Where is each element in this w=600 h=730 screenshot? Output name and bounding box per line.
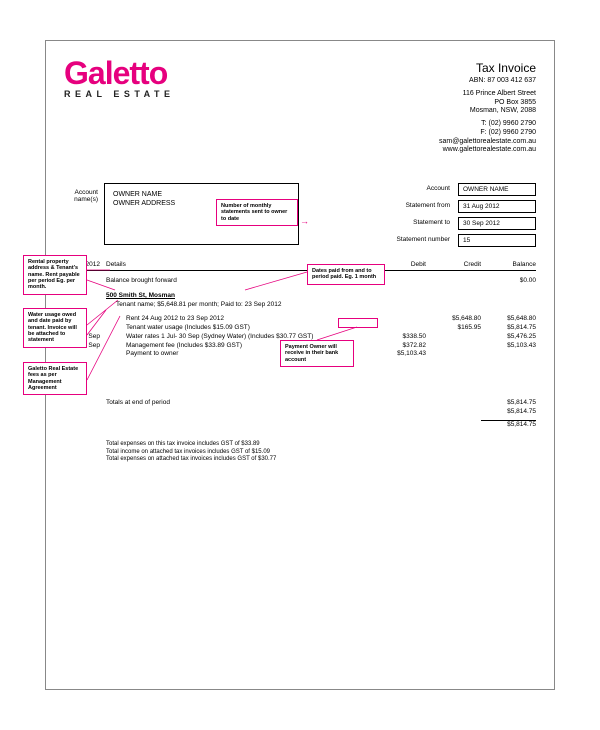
callout-water: Water usage owed and date paid by tenant… (23, 308, 87, 348)
header-row: Galetto REAL ESTATE Tax Invoice ABN: 87 … (64, 61, 536, 155)
table-row: 500 Smith St, Mosman (64, 292, 536, 301)
tenant-line: Tenant name; $5,648.81 per month; Paid t… (106, 301, 371, 310)
doc-title: Tax Invoice (439, 61, 536, 76)
addr-line: 116 Prince Albert Street (439, 90, 536, 99)
addr-line: Mosman, NSW, 2088 (439, 107, 536, 116)
gst-line: Total expenses on attached tax invoices … (106, 456, 536, 464)
addr-line: PO Box 3855 (439, 99, 536, 108)
property-address: 500 Smith St, Mosman (106, 292, 371, 301)
account-label: Account name(s) (64, 183, 98, 203)
phone: T: (02) 9960 2790 (439, 120, 536, 129)
table-row: Tenant name; $5,648.81 per month; Paid t… (64, 301, 536, 310)
table-header: 2012 Details Debit Credit Balance (64, 261, 536, 271)
meta-label: Statement from (378, 200, 458, 213)
callout-fees: Galetto Real Estate fees as per Manageme… (23, 362, 87, 395)
totals-row: $5,814.75 (64, 408, 536, 417)
logo: Galetto REAL ESTATE (64, 61, 175, 155)
cell: $5,103.43 (481, 342, 536, 351)
highlight-payment-amount (338, 318, 378, 328)
table-row: Rent 24 Aug 2012 to 23 Sep 2012 $5,648.8… (64, 315, 536, 324)
gst-line: Total expenses on this tax invoice inclu… (106, 441, 536, 449)
cell: $5,814.75 (481, 399, 536, 408)
logo-subtext: REAL ESTATE (64, 89, 175, 99)
cell: $5,814.75 (481, 324, 536, 333)
meta-label: Statement to (378, 217, 458, 230)
meta-label: Statement number (378, 234, 458, 247)
meta-value: 15 (458, 234, 536, 247)
totals-label: Totals at end of period (106, 399, 371, 408)
meta-value: 30 Sep 2012 (458, 217, 536, 230)
company-details: Tax Invoice ABN: 87 003 412 637 116 Prin… (439, 61, 536, 155)
col-balance: Balance (481, 261, 536, 268)
fax: F: (02) 9960 2790 (439, 129, 536, 138)
account-row: Account name(s) OWNER NAME OWNER ADDRESS… (64, 183, 536, 247)
cell: $5,814.75 (481, 408, 536, 417)
col-credit: Credit (426, 261, 481, 268)
arrow-icon: → (300, 217, 309, 226)
cell: $165.95 (426, 324, 481, 333)
cell: $0.00 (481, 277, 536, 286)
callout-dates-paid: Dates paid from and to period paid. Eg. … (307, 264, 385, 285)
cell: $5,476.25 (481, 333, 536, 342)
callout-property: Rental property address & Tenant's name.… (23, 255, 87, 295)
email: sam@galettorealestate.com.au (439, 138, 536, 147)
table-row: Tenant water usage (Includes $15.09 GST)… (64, 324, 536, 333)
totals-row: $5,814.75 (64, 417, 536, 430)
callout-payment: Payment Owner will receive in their bank… (280, 340, 354, 367)
meta-value: 31 Aug 2012 (458, 200, 536, 213)
meta-label: Account (378, 183, 458, 196)
cell: $372.82 (371, 342, 426, 351)
meta-value: OWNER NAME (458, 183, 536, 196)
abn: ABN: 87 003 412 637 (439, 77, 536, 86)
cell: $338.50 (371, 333, 426, 342)
cell: $5,103.43 (371, 350, 426, 359)
table-row: Balance brought forward $0.00 (64, 277, 536, 286)
gst-line: Total income on attached tax invoices in… (106, 449, 536, 457)
totals-row: Totals at end of period $5,814.75 (64, 399, 536, 408)
statement-meta: Account OWNER NAME Statement from 31 Aug… (378, 183, 536, 247)
gst-notes: Total expenses on this tax invoice inclu… (106, 441, 536, 464)
rent-line: Rent 24 Aug 2012 to 23 Sep 2012 (106, 315, 371, 324)
water-usage-line: Tenant water usage (Includes $15.09 GST) (106, 324, 371, 333)
callout-statement-number: Number of monthly statements sent to own… (216, 199, 298, 226)
logo-text: Galetto (64, 61, 175, 87)
cell: $5,814.75 (481, 420, 536, 430)
cell: $5,648.80 (481, 315, 536, 324)
website: www.galettorealestate.com.au (439, 146, 536, 155)
cell: $5,648.80 (426, 315, 481, 324)
owner-name: OWNER NAME (113, 190, 290, 199)
